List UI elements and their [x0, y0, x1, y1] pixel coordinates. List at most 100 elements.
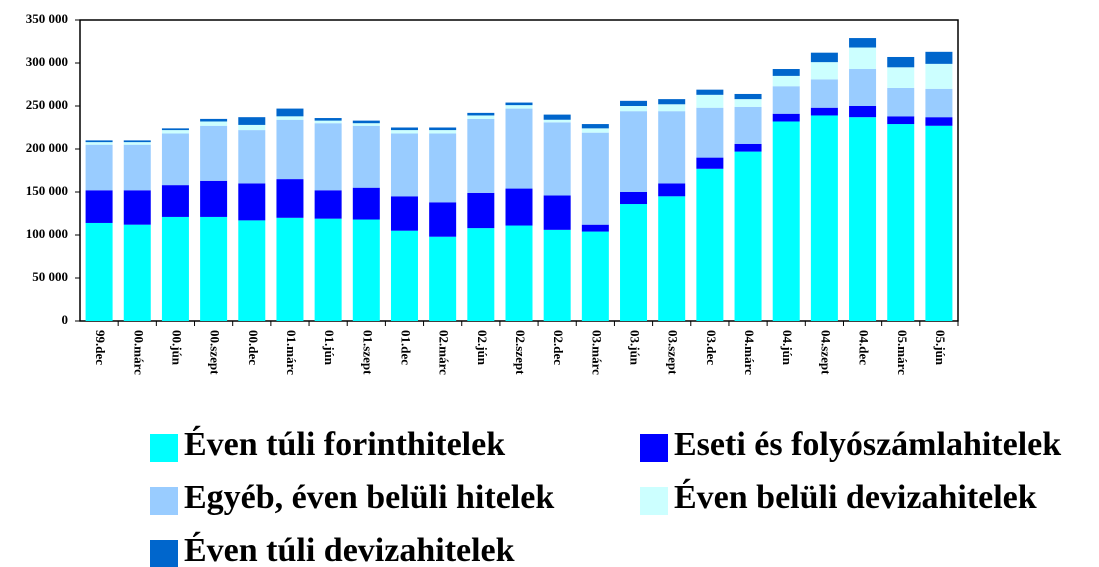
bar-segment — [123, 140, 151, 143]
bar-segment — [772, 86, 800, 114]
bar-segment — [505, 105, 533, 109]
x-tick-label: 01.szept — [360, 330, 375, 375]
bar-segment — [161, 133, 189, 186]
bar-segment — [734, 106, 762, 144]
bar-segment — [658, 183, 686, 197]
bar-segment — [276, 108, 304, 117]
bar-segment — [581, 128, 609, 133]
bar-segment — [200, 180, 228, 217]
bar-segment — [658, 111, 686, 184]
bar-segment — [849, 47, 877, 70]
legend-swatch — [150, 540, 178, 567]
bar-segment — [581, 231, 609, 321]
legend-label: Éven túli devizahitelek — [184, 532, 515, 567]
bar-segment — [505, 225, 533, 321]
bar-segment — [467, 115, 495, 119]
bar-segment — [925, 88, 953, 118]
bar-segment — [238, 130, 266, 184]
bar-segment — [734, 99, 762, 107]
legend-swatch — [640, 487, 668, 515]
legend-label: Egyéb, éven belüli hitelek — [184, 479, 554, 516]
y-tick-label: 0 — [62, 312, 69, 327]
bar-segment — [467, 118, 495, 193]
x-tick-label: 00.márc — [131, 330, 146, 375]
bar-segment — [505, 102, 533, 106]
bar-segment — [581, 132, 609, 225]
y-tick-label: 50 000 — [32, 269, 68, 284]
bar-segment — [505, 108, 533, 189]
bar-segment — [734, 151, 762, 321]
x-tick-label: 00.dec — [246, 330, 261, 365]
bar-segment — [429, 236, 457, 321]
bar-segment — [887, 116, 915, 125]
bar-segment — [352, 187, 380, 220]
x-tick-label: 02.márc — [437, 330, 452, 375]
bar-segment — [123, 190, 151, 225]
x-tick-label: 00.jún — [169, 330, 184, 366]
bar-segment — [276, 179, 304, 218]
x-tick-label: 00.szept — [208, 330, 223, 375]
x-tick-label: 99.dec — [93, 330, 108, 365]
bar-segment — [543, 229, 571, 321]
legend-swatch — [640, 434, 668, 462]
x-tick-label: 04.jún — [780, 330, 795, 366]
x-tick-label: 03.dec — [704, 330, 719, 365]
y-tick-label: 150 000 — [26, 183, 68, 198]
bar-segment — [352, 123, 380, 126]
bar-segment — [238, 117, 266, 125]
bar-segment — [849, 117, 877, 322]
legend-swatch — [150, 434, 178, 462]
x-tick-label: 03.jún — [628, 330, 643, 366]
bar-segment — [925, 51, 953, 64]
x-tick-label: 05.márc — [895, 330, 910, 375]
bar-segment — [161, 128, 189, 131]
bar-segment — [238, 124, 266, 131]
bar-segment — [849, 106, 877, 118]
bar-segment — [696, 157, 724, 169]
bar-segment — [123, 144, 151, 191]
bar-segment — [429, 202, 457, 237]
bar-segment — [429, 127, 457, 131]
bar-segment — [85, 142, 113, 145]
y-tick-label: 350 000 — [26, 11, 68, 26]
y-tick-label: 300 000 — [26, 54, 68, 69]
bar-segment — [658, 104, 686, 112]
x-tick-label: 02.dec — [551, 330, 566, 365]
x-tick-label: 02.jún — [475, 330, 490, 366]
bar-segment — [314, 190, 342, 219]
bar-segment — [734, 93, 762, 100]
bar-segment — [620, 192, 648, 205]
bar-segment — [200, 216, 228, 321]
bar-segment — [467, 228, 495, 321]
bar-segment — [352, 120, 380, 124]
bar-segment — [810, 115, 838, 322]
y-tick-label: 200 000 — [26, 140, 68, 155]
bar-segment — [238, 220, 266, 321]
bar-segment — [467, 112, 495, 116]
x-tick-label: 04.márc — [742, 330, 757, 375]
bar-segment — [85, 222, 113, 321]
bar-segment — [314, 120, 342, 124]
bar-segment — [581, 124, 609, 129]
bar-segment — [658, 99, 686, 105]
bar-segment — [849, 38, 877, 48]
bar-segment — [314, 123, 342, 191]
bar-segment — [390, 133, 418, 197]
bar-segment — [467, 192, 495, 229]
bar-segment — [238, 183, 266, 221]
bar-segment — [620, 100, 648, 106]
bar-segment — [925, 117, 953, 126]
bar-segment — [429, 130, 457, 134]
bar-segment — [276, 217, 304, 321]
bar-segment — [810, 52, 838, 63]
bar-segment — [543, 195, 571, 230]
bar-segment — [200, 125, 228, 181]
x-tick-label: 03.szept — [666, 330, 681, 375]
bar-segment — [200, 118, 228, 122]
bar-segment — [696, 168, 724, 321]
bar-segment — [543, 119, 571, 123]
bar-segment — [505, 188, 533, 226]
bar-segment — [887, 124, 915, 321]
bar-segment — [925, 125, 953, 321]
